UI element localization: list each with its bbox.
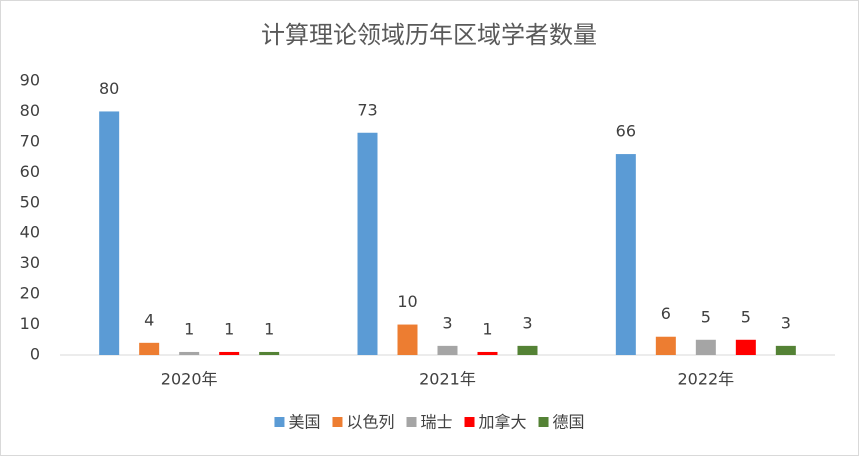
bar (655, 336, 676, 355)
y-tick-label: 0 (30, 345, 40, 364)
y-tick-label: 80 (20, 101, 40, 120)
x-tick-label: 2020年 (161, 370, 218, 389)
bar (775, 345, 796, 355)
data-label: 1 (224, 319, 234, 338)
bar (695, 339, 716, 355)
data-label: 10 (397, 292, 417, 311)
bar (139, 342, 160, 355)
data-label: 66 (616, 122, 636, 141)
bar (99, 111, 120, 355)
y-tick-label: 90 (20, 71, 40, 90)
bar (437, 345, 458, 355)
bar (357, 132, 378, 355)
legend-label: 以色列 (346, 413, 394, 432)
y-tick-label: 40 (20, 223, 40, 242)
bar (477, 351, 498, 355)
y-tick-label: 50 (20, 192, 40, 211)
legend-swatch (406, 417, 417, 427)
bar (397, 324, 418, 355)
x-tick-label: 2022年 (677, 370, 734, 389)
data-label: 73 (357, 100, 377, 119)
legend-swatch (538, 417, 549, 427)
y-tick-label: 20 (20, 284, 40, 303)
bar (219, 351, 240, 355)
legend-swatch (332, 417, 343, 427)
y-tick-label: 60 (20, 162, 40, 181)
legend-label: 德国 (553, 413, 585, 432)
chart-title: 计算理论领域历年区域学者数量 (261, 21, 597, 49)
legend-label: 加拿大 (479, 413, 527, 432)
data-label: 80 (99, 79, 119, 98)
data-label: 1 (184, 319, 194, 338)
bar (735, 339, 756, 355)
data-label: 3 (442, 313, 452, 332)
data-label: 1 (482, 319, 492, 338)
legend-label: 美国 (288, 413, 320, 432)
data-label: 3 (781, 313, 791, 332)
bar (179, 351, 200, 355)
legend-label: 瑞士 (420, 413, 452, 432)
legend-swatch (464, 417, 475, 427)
data-label: 5 (741, 307, 751, 326)
y-tick-label: 70 (20, 131, 40, 150)
y-tick-label: 30 (20, 253, 40, 272)
legend-swatch (274, 417, 285, 427)
y-tick-label: 10 (20, 314, 40, 333)
x-tick-label: 2021年 (419, 370, 476, 389)
data-label: 4 (144, 310, 154, 329)
data-label: 3 (522, 313, 532, 332)
data-label: 5 (701, 307, 711, 326)
data-label: 6 (661, 304, 671, 323)
bar (517, 345, 538, 355)
bar (615, 154, 636, 355)
data-label: 1 (264, 319, 274, 338)
bar (259, 351, 280, 355)
